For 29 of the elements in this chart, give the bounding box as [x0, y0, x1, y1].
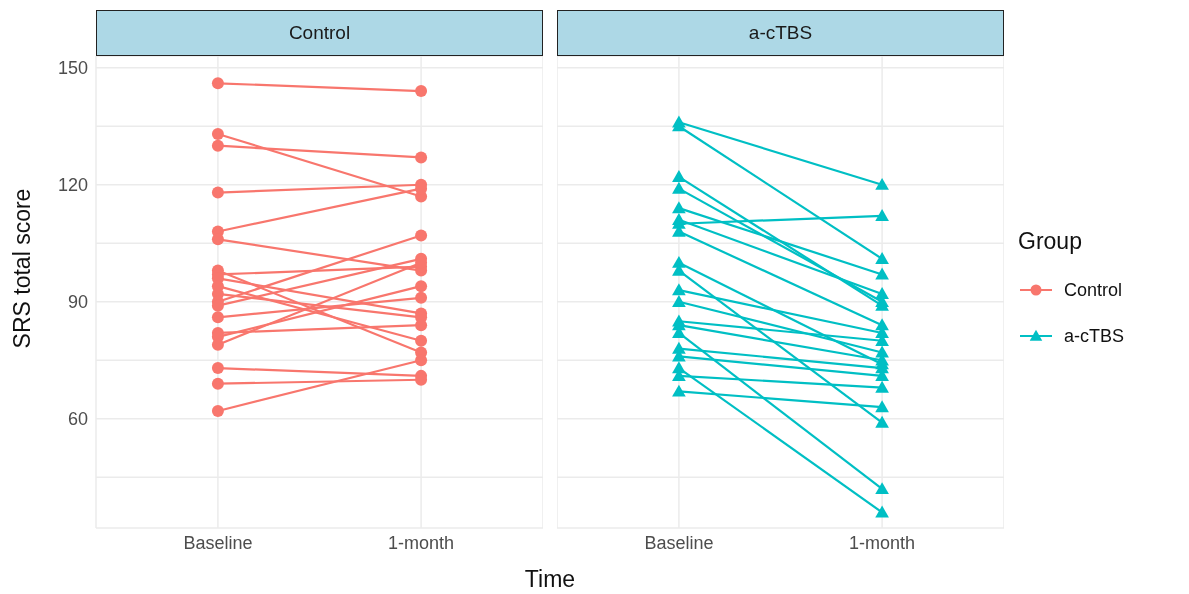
point	[211, 139, 224, 152]
point	[415, 334, 428, 347]
x-tick-label: Baseline	[644, 532, 714, 553]
legend-label: Control	[1064, 279, 1123, 301]
chart-title: Control	[96, 10, 543, 56]
legend-label: a-cTBS	[1064, 325, 1125, 347]
y-tick-label: 150	[57, 58, 88, 79]
point	[415, 291, 428, 304]
point	[211, 77, 224, 90]
point	[415, 280, 428, 293]
x-tick-label: 1-month	[388, 532, 455, 553]
point	[211, 377, 224, 390]
x-tick-label: Baseline	[183, 532, 253, 553]
point	[211, 311, 224, 324]
point	[415, 151, 428, 164]
x-tick-label: 1-month	[849, 532, 916, 553]
y-tick-label: 60	[67, 409, 88, 430]
point	[211, 128, 224, 141]
legend-title: Group	[1018, 228, 1083, 255]
point	[211, 404, 224, 417]
point	[211, 186, 224, 199]
x-axis-title: Time	[523, 566, 577, 593]
point	[211, 362, 224, 375]
point	[415, 229, 428, 242]
chart-title: a-cTBS	[557, 10, 1004, 56]
y-tick-label: 90	[67, 292, 88, 313]
y-tick-label: 120	[57, 175, 88, 196]
y-axis-title: SRS total score	[9, 188, 37, 348]
point	[415, 85, 428, 98]
